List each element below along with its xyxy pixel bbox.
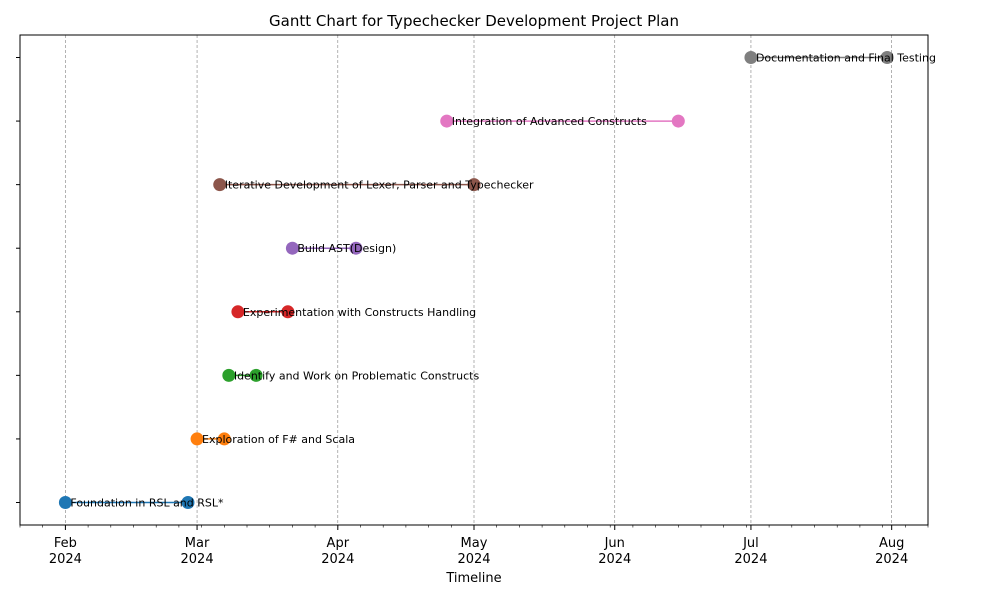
x-axis-label: Timeline	[445, 571, 501, 586]
task-bar: Build AST(Design)	[285, 241, 396, 255]
x-tick-month: Jun	[604, 536, 625, 551]
task-start-point	[231, 305, 245, 319]
x-axis-ticks: Feb2024Mar2024Apr2024May2024Jun2024Jul20…	[19, 525, 929, 567]
task-end-point	[217, 432, 231, 446]
x-tick-year: 2024	[321, 552, 354, 567]
task-label: Exploration of F# and Scala	[202, 433, 355, 446]
task-start-point	[190, 432, 204, 446]
task-label: Iterative Development of Lexer, Parser a…	[225, 179, 534, 192]
x-tick-year: 2024	[875, 552, 908, 567]
task-start-point	[222, 368, 236, 382]
task-bar: Documentation and Final Testing	[744, 51, 936, 65]
x-tick-month: Jul	[742, 536, 759, 551]
chart-title: Gantt Chart for Typechecker Development …	[269, 12, 679, 30]
task-start-point	[58, 496, 72, 509]
task-start-point	[744, 51, 758, 64]
task-end-point	[181, 496, 195, 509]
x-tick-month: Apr	[327, 536, 350, 551]
task-end-point	[467, 178, 481, 192]
task-bar: Identify and Work on Problematic Constru…	[222, 368, 480, 382]
x-tick-month: Feb	[54, 536, 77, 551]
task-bar: Foundation in RSL and RSL*	[58, 496, 224, 510]
task-bar: Iterative Development of Lexer, Parser a…	[213, 178, 534, 192]
task-label: Integration of Advanced Constructs	[452, 115, 647, 128]
task-bar: Exploration of F# and Scala	[190, 432, 355, 446]
gridlines	[65, 35, 892, 525]
x-tick-year: 2024	[49, 552, 82, 567]
task-label: Build AST(Design)	[297, 242, 396, 255]
task-start-point	[440, 114, 454, 128]
task-bars: Foundation in RSL and RSL* Exploration of…	[58, 51, 936, 510]
x-tick-month: Mar	[185, 536, 210, 551]
task-end-point	[671, 114, 685, 128]
x-tick-month: May	[461, 536, 488, 551]
task-end-point	[249, 368, 263, 382]
task-end-point	[880, 51, 894, 64]
plot-frame	[19, 34, 929, 526]
task-label: Experimentation with Constructs Handling	[243, 306, 476, 319]
y-axis-ticks	[16, 57, 20, 503]
x-tick-month: Aug	[879, 536, 904, 551]
task-label: Documentation and Final Testing	[756, 52, 936, 65]
x-tick-year: 2024	[734, 552, 767, 567]
task-start-point	[285, 241, 299, 255]
task-bar: Integration of Advanced Constructs	[440, 114, 685, 128]
task-bar: Experimentation with Constructs Handling	[231, 305, 476, 319]
task-end-point	[349, 241, 363, 255]
task-label: Foundation in RSL and RSL*	[70, 497, 224, 510]
x-tick-year: 2024	[598, 552, 631, 567]
task-end-point	[281, 305, 295, 319]
x-tick-year: 2024	[457, 552, 490, 567]
x-tick-year: 2024	[181, 552, 214, 567]
task-label: Identify and Work on Problematic Constru…	[234, 369, 480, 382]
task-start-point	[213, 178, 227, 192]
